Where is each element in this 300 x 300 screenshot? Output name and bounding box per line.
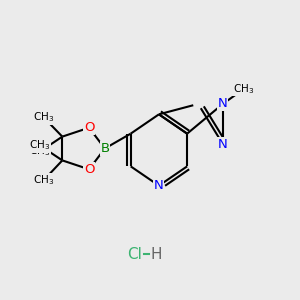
Text: $\mathsf{CH_3}$: $\mathsf{CH_3}$ [29,139,51,152]
Text: $\mathsf{CH_3}$: $\mathsf{CH_3}$ [29,145,51,158]
Text: $\mathsf{CH_3}$: $\mathsf{CH_3}$ [33,173,54,187]
Text: H: H [151,247,162,262]
Text: O: O [84,121,94,134]
Text: $\mathsf{CH_3}$: $\mathsf{CH_3}$ [233,82,254,96]
Text: Cl: Cl [127,247,142,262]
Text: $\mathsf{CH_3}$: $\mathsf{CH_3}$ [33,110,54,124]
Text: N: N [154,179,164,192]
Text: N: N [218,98,228,110]
Text: B: B [100,142,110,155]
Text: N: N [218,138,228,151]
Text: O: O [84,163,94,176]
